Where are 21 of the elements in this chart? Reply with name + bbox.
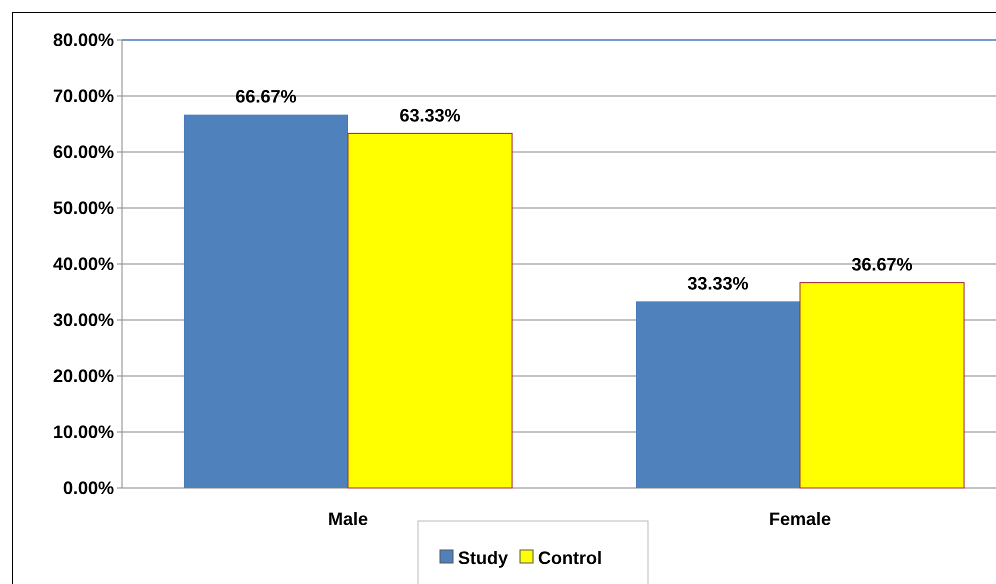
x-tick-label: Male (328, 509, 368, 530)
data-label: 36.67% (852, 254, 913, 275)
y-tick-label: 10.00% (52, 422, 114, 442)
y-tick-label: 50.00% (52, 198, 114, 218)
y-tick-label: 0.00% (62, 478, 114, 498)
data-label: 63.33% (400, 105, 461, 126)
data-label: 33.33% (687, 273, 748, 294)
y-tick-label: 20.00% (52, 366, 114, 386)
y-tick-label: 30.00% (52, 310, 114, 330)
y-tick-label: 60.00% (52, 142, 114, 162)
y-tick-label: 40.00% (52, 254, 114, 274)
bar (800, 282, 965, 488)
legend-label: Control (538, 548, 602, 568)
y-tick-label: 80.00% (52, 30, 114, 50)
data-label: 66.67% (235, 86, 296, 107)
legend-label: Study (458, 548, 508, 568)
bar (636, 301, 800, 488)
bar (184, 114, 348, 488)
x-tick-label: Female (768, 509, 832, 530)
y-tick-label: 70.00% (52, 86, 114, 106)
bar (348, 132, 513, 488)
